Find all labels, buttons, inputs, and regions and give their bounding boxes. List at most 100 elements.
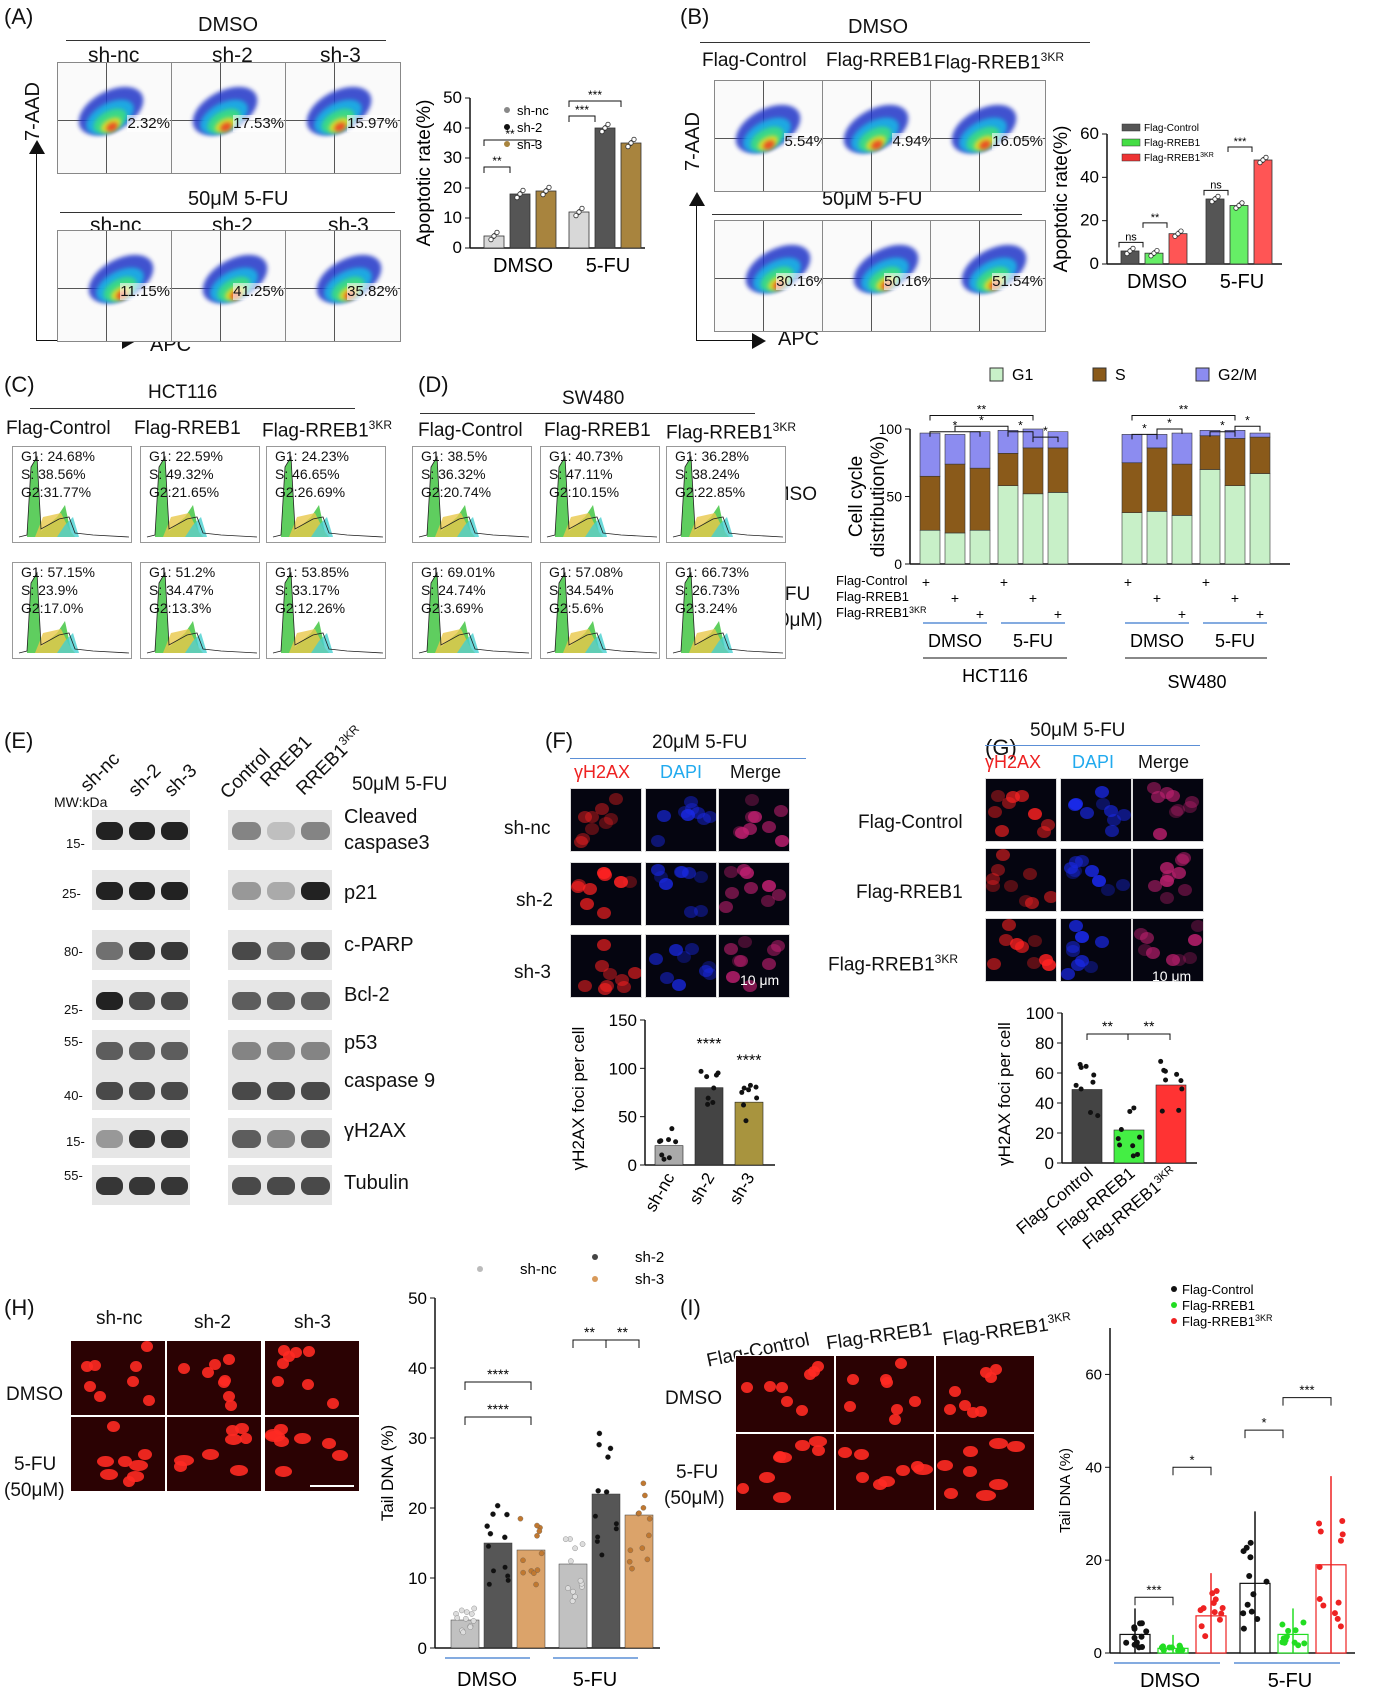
f-micrograph [718, 934, 790, 998]
c-histogram-svg [146, 455, 258, 538]
g-nucleus [1068, 919, 1083, 932]
h-comet [83, 1381, 96, 1393]
b-percent-label: 51.54% [992, 273, 1043, 290]
panel-label-g: (G) [985, 735, 1017, 760]
g-micrograph [1060, 778, 1132, 842]
sig-mark: * [1261, 1415, 1266, 1430]
g-nucleus [1184, 796, 1199, 809]
i-comet-image [735, 1355, 835, 1433]
blot-band [266, 942, 296, 960]
blot-band [232, 1130, 261, 1148]
h-comet [201, 1449, 220, 1461]
b-x-arrow [696, 340, 754, 341]
chart-a-apoptosis: 0 10 20 30 40 50 Apoptotic rate(%) DMSO 5-FU sh-n… [415, 88, 645, 277]
g-nucleus [1139, 931, 1154, 944]
data-point [602, 125, 608, 131]
panel-label-e: (E) [4, 728, 34, 753]
blot-strip [228, 1070, 332, 1110]
f-nucleus [656, 809, 671, 822]
e-mw-4: 25- [64, 1002, 83, 1017]
chart-h-taildna: 0 10 20 30 40 50 Tail DNA (%) sh-nc sh-2 sh-3 DMSO… [378, 1250, 664, 1691]
cell-label: HCT116 [962, 666, 1028, 686]
f-nucleus [680, 809, 695, 822]
group-label: DMSO [1130, 631, 1184, 651]
g-nucleus [986, 879, 1001, 892]
i-comet [772, 1492, 791, 1504]
g-nucleus [1178, 883, 1193, 896]
plus-mark: + [1124, 574, 1132, 590]
blot-strip [92, 1070, 190, 1110]
data-point [531, 1570, 537, 1576]
e-mw-8: 55- [64, 1168, 83, 1183]
blot-strip [92, 930, 190, 970]
sig-mark: *** [1234, 136, 1248, 148]
bar-g1 [1171, 515, 1193, 565]
i-comet [888, 1413, 901, 1425]
f-nucleus [761, 879, 776, 892]
sig-mark: ** [492, 154, 502, 168]
h-comet [174, 1460, 188, 1472]
h-comet [94, 1390, 107, 1402]
c-cycle-value: G2:12.26% [275, 600, 346, 616]
blot-strip [228, 980, 332, 1020]
h-comet [123, 1475, 136, 1487]
blot-strip [92, 980, 190, 1020]
c-histogram-line [272, 455, 384, 538]
data-point [573, 213, 579, 219]
h-comet [274, 1424, 288, 1436]
d-cycle-value: S: 26.73% [675, 582, 740, 598]
i-comet [943, 1488, 958, 1500]
data-point [599, 128, 605, 135]
data-point [1154, 247, 1160, 254]
data-point [673, 1139, 679, 1145]
d-cycle-value: S: 36.32% [421, 466, 486, 482]
panel-label-b: (B) [680, 4, 710, 29]
g-ch-dapi: DAPI [1072, 752, 1115, 772]
h-comet [80, 1360, 93, 1372]
i-comet [758, 1472, 775, 1484]
h-comet [290, 1347, 303, 1359]
y-axis-label: γH2AX foci per cell [570, 1027, 588, 1171]
data-point [494, 1502, 501, 1509]
blot-band [266, 992, 296, 1010]
f-nucleus [573, 835, 588, 848]
c-title-rule [30, 408, 355, 409]
data-point [1248, 1608, 1255, 1615]
data-point [458, 1607, 465, 1614]
blot-band [128, 1082, 156, 1100]
e-prot-caspase3: caspase3 [344, 832, 430, 854]
a-percent-label: 35.82% [347, 283, 398, 300]
i-comet-image [835, 1355, 935, 1433]
e-mw-3: 80- [64, 944, 83, 959]
d-g2-peak [457, 517, 479, 537]
e-prot-cleaved: Cleaved [344, 806, 418, 828]
a-y-arrowhead [29, 140, 45, 154]
a-col-3: sh-3 [320, 44, 361, 67]
y-tick-label: 100 [609, 1059, 637, 1078]
i-comet [873, 1478, 888, 1490]
i-comet [807, 1366, 820, 1378]
i-comet-image [735, 1433, 835, 1511]
d-col-2: Flag-RREB1 [544, 420, 651, 441]
h-comet [222, 1391, 235, 1403]
bar [1155, 1084, 1187, 1164]
sig-mark: ** [505, 127, 515, 141]
c-histogram-svg [272, 571, 384, 654]
blot-band [266, 1130, 296, 1148]
y-tick-label: 40 [408, 1359, 427, 1378]
sig-mark: * [1189, 1452, 1194, 1467]
g-micrograph [1132, 918, 1204, 982]
b-top-rule [700, 42, 1090, 43]
g-row-rreb1-3kr: Flag-RREB13KR [828, 952, 958, 976]
f-row-sh2: sh-2 [516, 890, 553, 911]
data-point [1137, 1620, 1144, 1627]
legend-marker [1171, 1302, 1177, 1308]
a-flow-plot: 2.32% [57, 62, 173, 174]
d-histogram-svg [418, 571, 530, 654]
d-histogram-line [418, 571, 530, 654]
sig-bracket [1234, 425, 1261, 432]
plus-mark: + [922, 574, 930, 590]
y-tick-label: 100 [879, 421, 903, 437]
data-point [1179, 1086, 1185, 1092]
sig-mark: ns [1125, 231, 1137, 243]
